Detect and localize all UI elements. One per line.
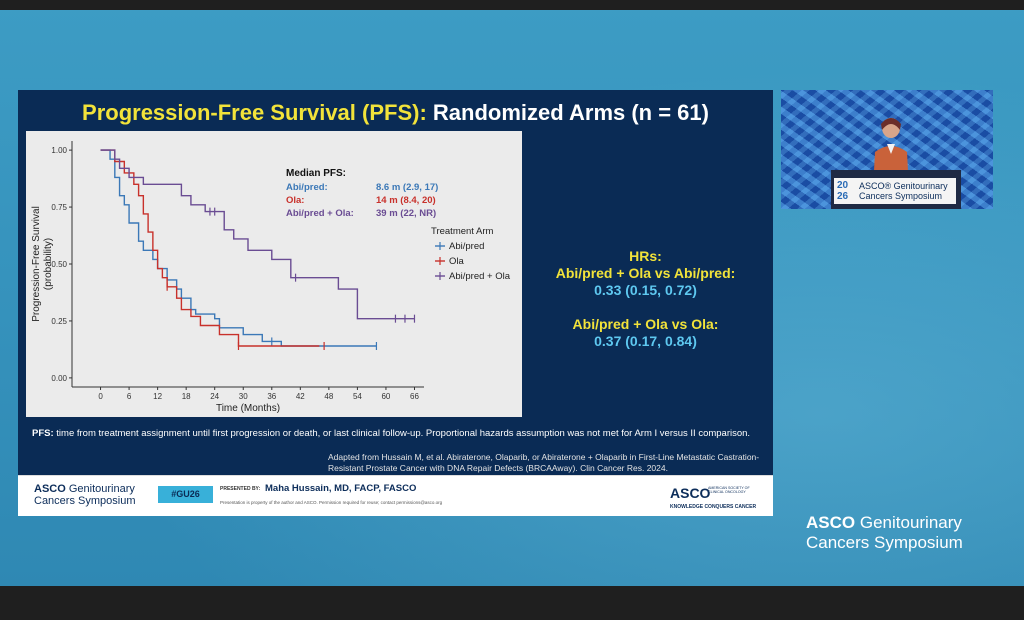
footnote-label: PFS:: [32, 428, 54, 439]
hr-value-1: 0.33 (0.15, 0.72): [594, 282, 697, 298]
x-tick-label: 24: [210, 392, 219, 401]
watermark-line2: Cancers Symposium: [806, 533, 963, 552]
legend-label: Abi/pred: [449, 241, 484, 252]
podium-sign-line1: ASCO® Genitourinary: [859, 181, 948, 191]
asco-logo-subtitle: AMERICAN SOCIETY OF CLINICAL ONCOLOGY: [708, 486, 750, 494]
watermark-bold: ASCO: [806, 513, 856, 532]
window-top-bar: [0, 0, 1024, 10]
presenter-name: Maha Hussain, MD, FACP, FASCO: [265, 483, 417, 494]
footer-logo: ASCO Genitourinary Cancers Symposium: [34, 483, 135, 507]
hr-title: HRs:: [629, 248, 662, 264]
slide-footer: ASCO Genitourinary Cancers Symposium #GU…: [18, 475, 773, 516]
median-value: 39 m (22, NR): [376, 208, 436, 219]
watermark-line1: Genitourinary: [859, 513, 962, 532]
median-value: 8.6 m (2.9, 17): [376, 182, 438, 193]
footer-disclaimer: Presentation is property of the author a…: [220, 500, 443, 505]
y-tick-label: 0.25: [51, 317, 67, 326]
x-tick-label: 42: [296, 392, 305, 401]
asco-logo: ASCO: [670, 485, 711, 501]
legend-title: Treatment Arm: [431, 226, 494, 237]
podium-sign-text: ASCO® Genitourinary Cancers Symposium: [859, 181, 948, 201]
footer-logo-line1: Genitourinary: [68, 483, 135, 495]
slide-title-highlight: Progression-Free Survival (PFS):: [82, 100, 427, 125]
y-axis-label: Progression-Free Survival: [31, 206, 42, 322]
y-tick-label: 0.00: [51, 374, 67, 383]
x-tick-label: 30: [239, 392, 248, 401]
median-value: 14 m (8.4, 20): [376, 195, 436, 206]
x-tick-label: 18: [182, 392, 191, 401]
hr-comparison-1: Abi/pred + Ola vs Abi/pred:: [555, 265, 736, 281]
y-tick-label: 1.00: [51, 146, 67, 155]
legend-label: Abi/pred + Ola: [449, 271, 511, 282]
podium-sign-year: 20 26: [837, 180, 848, 202]
median-label: Abi/pred:: [286, 182, 328, 193]
pfs-footnote: PFS: time from treatment assignment unti…: [32, 428, 762, 440]
y-tick-label: 0.75: [51, 203, 67, 212]
km-curve-1: [100, 149, 320, 347]
footer-logo-bold: ASCO: [34, 483, 66, 495]
x-tick-label: 0: [98, 392, 103, 401]
median-label: Ola:: [286, 195, 304, 206]
x-tick-label: 60: [381, 392, 390, 401]
x-tick-label: 48: [324, 392, 333, 401]
km-curve-2: [100, 149, 415, 320]
speaker-video: 20 26 ASCO® Genitourinary Cancers Sympos…: [781, 90, 993, 209]
median-pfs-title: Median PFS:: [286, 168, 346, 179]
hashtag-badge: #GU26: [158, 486, 213, 503]
window-bottom-bar: [0, 586, 1024, 620]
hr-value-2: 0.37 (0.17, 0.84): [594, 333, 697, 349]
x-tick-label: 36: [267, 392, 276, 401]
footer-logo-line2: Cancers Symposium: [34, 495, 136, 507]
podium-sign-year-bottom: 26: [837, 191, 849, 202]
podium-sign-year-top: 20: [837, 180, 849, 191]
presentation-slide: Progression-Free Survival (PFS): Randomi…: [18, 90, 773, 516]
x-tick-label: 54: [353, 392, 362, 401]
x-tick-label: 12: [153, 392, 162, 401]
legend-label: Ola: [449, 256, 465, 267]
km-plot-panel: 0.00 0.25 0.50 0.75 1.00 0 6 12 18 24 30 36 42 48 54 60…: [26, 131, 522, 417]
citation: Adapted from Hussain M, et al. Abiratero…: [328, 452, 760, 473]
hr-comparison-2: Abi/pred + Ola vs Ola:: [572, 316, 719, 332]
hazard-ratios: HRs: Abi/pred + Ola vs Abi/pred: 0.33 (0…: [538, 248, 753, 350]
presented-by-label: PRESENTED BY:: [220, 486, 261, 492]
x-axis-label: Time (Months): [216, 403, 280, 414]
km-chart: 0.00 0.25 0.50 0.75 1.00 0 6 12 18 24 30 36 42 48 54 60…: [31, 141, 511, 414]
slide-title: Progression-Free Survival (PFS): Randomi…: [18, 100, 773, 126]
podium-sign: 20 26 ASCO® Genitourinary Cancers Sympos…: [834, 178, 956, 204]
y-axis-label-units: (probability): [43, 238, 54, 290]
podium-sign-line2: Cancers Symposium: [859, 191, 943, 201]
slide-title-rest: Randomized Arms (n = 61): [432, 100, 709, 125]
y-tick-label: 0.50: [51, 260, 67, 269]
x-tick-label: 66: [410, 392, 419, 401]
median-label: Abi/pred + Ola:: [286, 208, 354, 219]
footnote-text: time from treatment assignment until fir…: [56, 428, 751, 439]
asco-watermark: ASCO Genitourinary Cancers Symposium: [806, 513, 963, 553]
km-curve-0: [100, 149, 377, 347]
x-tick-label: 6: [127, 392, 132, 401]
knowledge-tagline: KNOWLEDGE CONQUERS CANCER: [670, 504, 757, 510]
